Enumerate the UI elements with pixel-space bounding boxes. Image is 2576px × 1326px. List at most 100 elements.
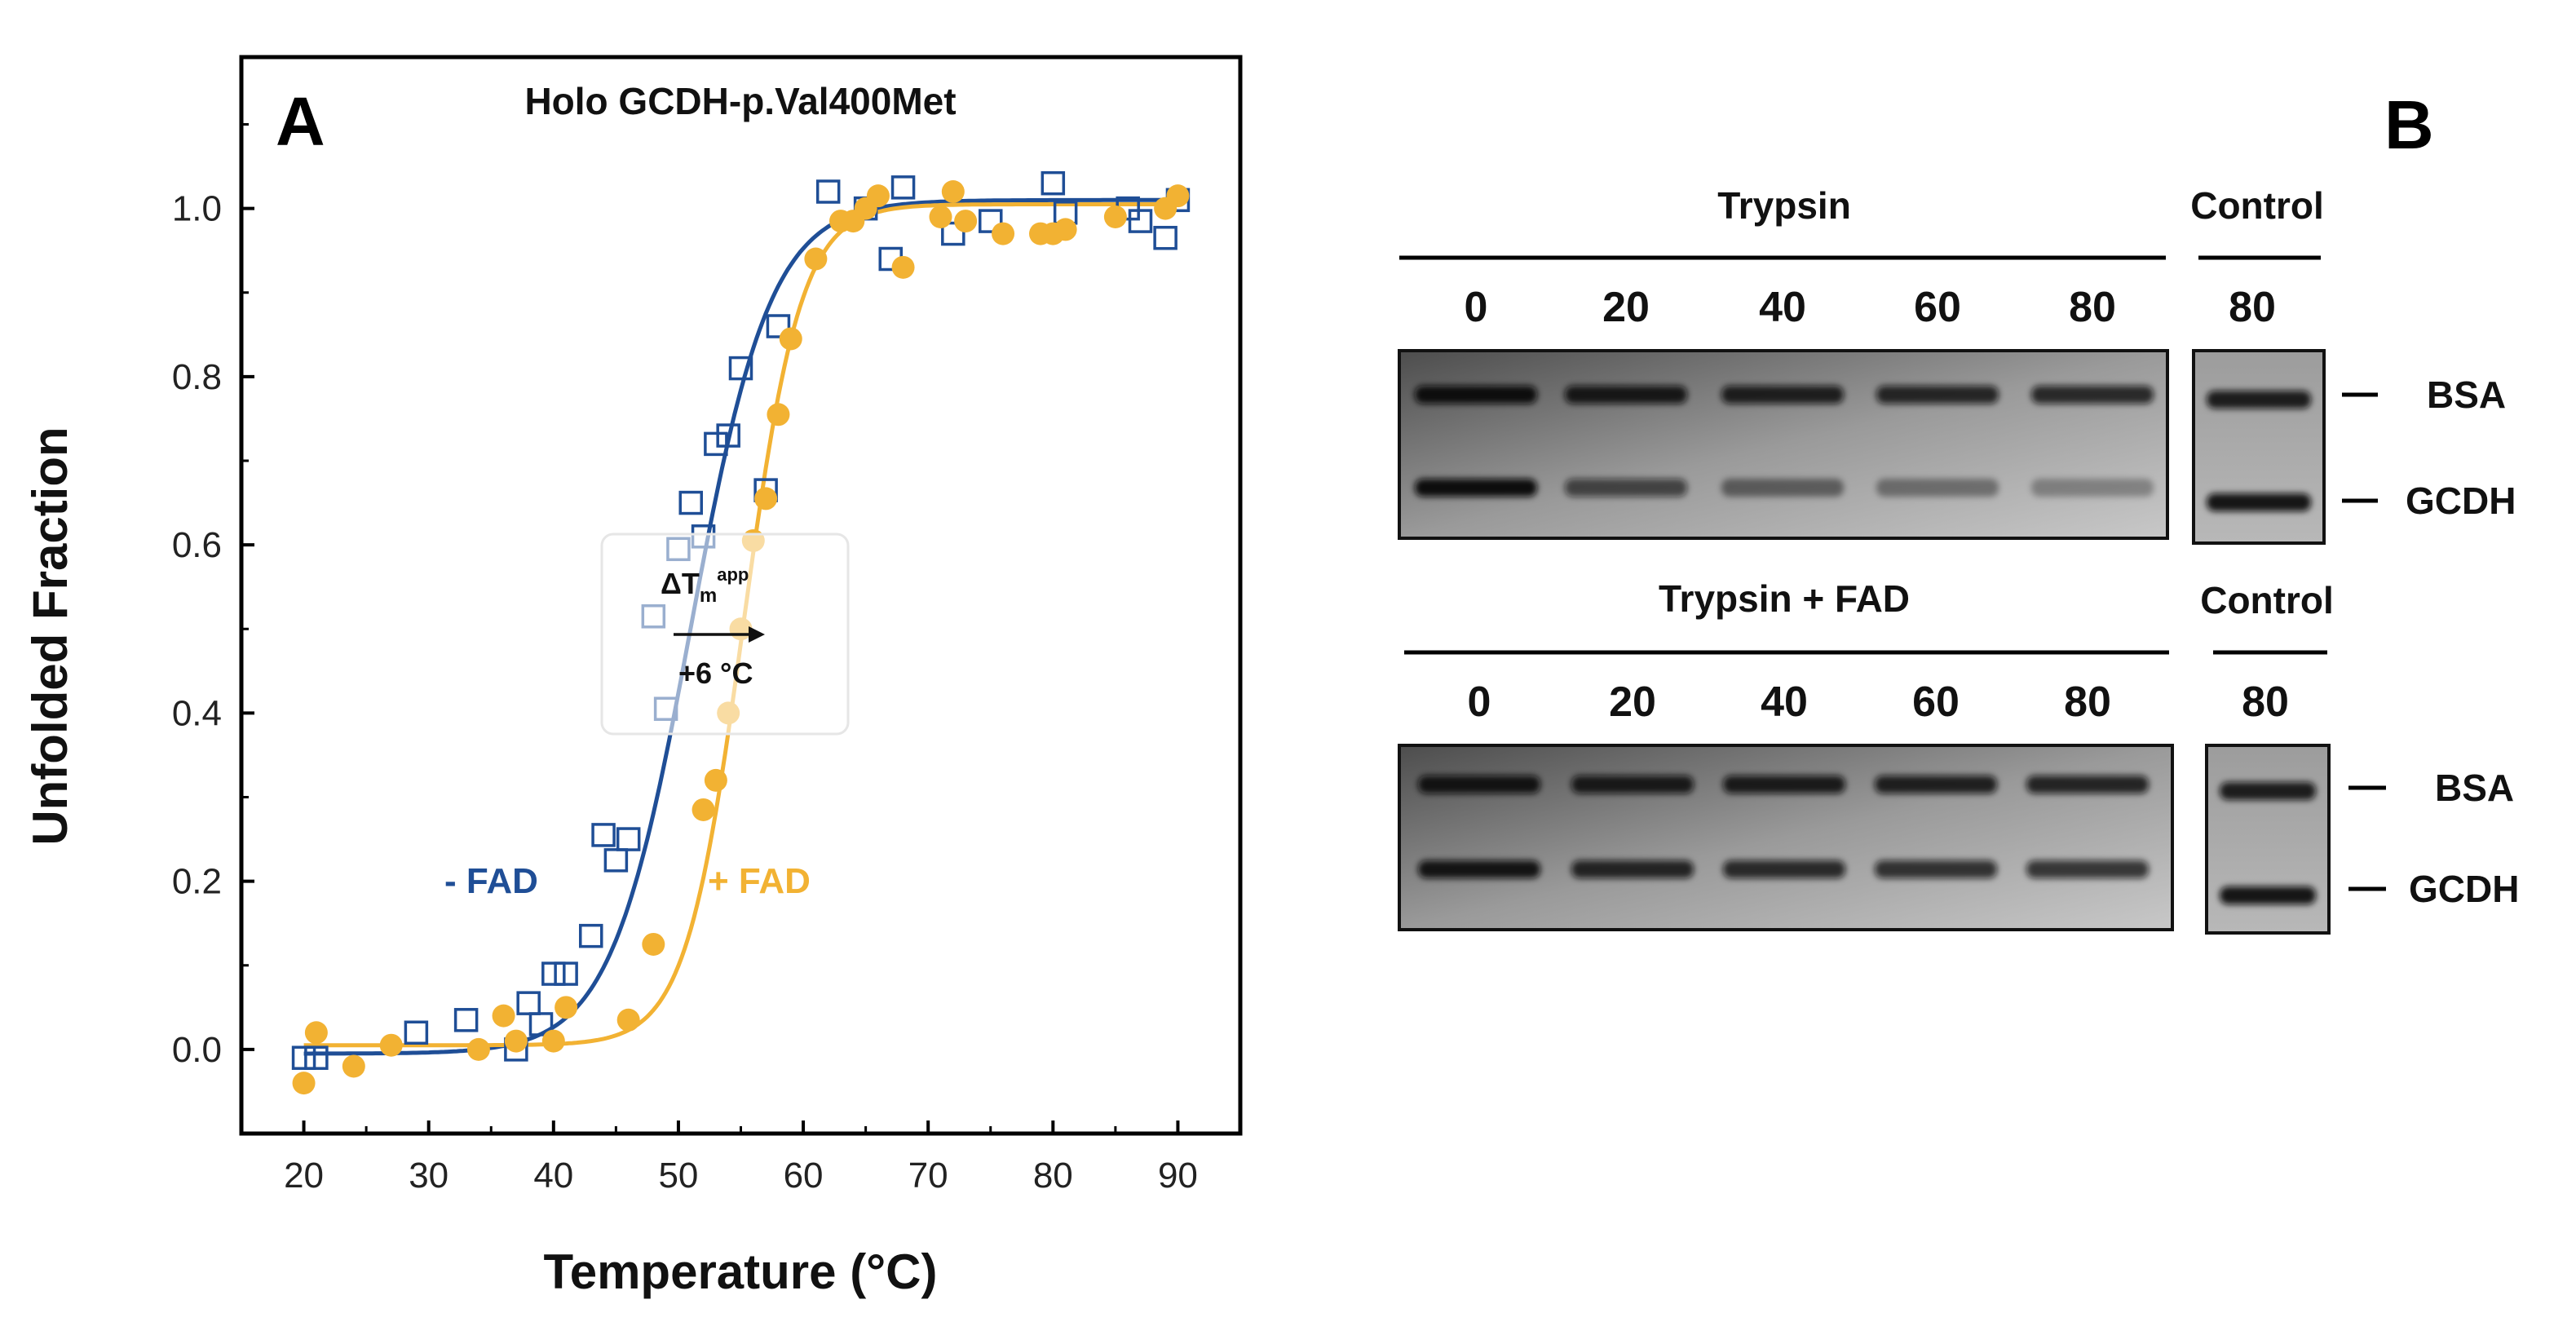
lane-label: 40: [1761, 678, 1808, 726]
point-minus-fad: [453, 1008, 479, 1032]
marker-label-gcdh: GCDH: [2409, 868, 2519, 910]
point-plus-fad: [1054, 218, 1077, 241]
lane-label: 0: [1468, 678, 1491, 726]
point-plus-fad: [891, 255, 915, 279]
band-bsa: [1565, 386, 1687, 404]
point-plus-fad: [767, 403, 790, 427]
x-tick-label: 60: [784, 1156, 824, 1196]
band-gcdh: [1875, 860, 1997, 878]
point-minus-fad: [516, 991, 541, 1015]
point-minus-fad: [541, 961, 566, 986]
label-minus-fad: - FAD: [444, 861, 538, 901]
band-bsa: [1415, 386, 1537, 404]
point-plus-fad: [691, 798, 715, 821]
band-gcdh: [1876, 479, 1999, 497]
band-gcdh: [1721, 479, 1844, 497]
point-plus-fad: [379, 1033, 403, 1057]
point-plus-fad: [504, 1029, 528, 1053]
label-plus-fad: + FAD: [708, 861, 811, 901]
point-plus-fad: [1166, 184, 1190, 208]
fit-curve-minus-fad: [303, 197, 1178, 1056]
lane-label: 0: [1465, 284, 1488, 331]
lane-label: 60: [1912, 678, 1960, 726]
control-lane-label: 80: [2242, 678, 2289, 726]
delta-tm-label: ΔTmapp: [661, 564, 749, 607]
chart-title: Holo GCDH-p.Val400Met: [524, 80, 956, 122]
point-plus-fad: [555, 996, 578, 1019]
control-band-gcdh: [2220, 886, 2316, 904]
point-plus-fad: [304, 1021, 328, 1045]
x-tick-label: 30: [409, 1156, 448, 1196]
gel-bands: [1418, 776, 2316, 904]
point-plus-fad: [804, 247, 828, 271]
control-band-bsa: [2220, 782, 2316, 800]
control-gel-image: [2192, 349, 2326, 545]
band-bsa: [1876, 386, 1999, 404]
x-axis-label: Temperature (°C): [544, 1244, 938, 1299]
band-gcdh: [2026, 860, 2149, 878]
point-plus-fad: [541, 1029, 565, 1053]
point-plus-fad: [292, 1072, 316, 1095]
point-plus-fad: [642, 932, 665, 956]
unfolding-chart: 20 30 40 50 60 70 80 90 0.0 0.2 0.4 0.6 0.8 1.0 ΔTmap…: [23, 55, 1243, 1299]
point-minus-fad: [404, 1020, 429, 1045]
lane-label: 40: [1759, 284, 1806, 331]
point-minus-fad: [941, 221, 965, 246]
band-bsa: [1723, 776, 1845, 793]
control-band-gcdh: [2207, 493, 2311, 511]
point-minus-fad: [815, 179, 841, 204]
band-gcdh: [2031, 479, 2154, 497]
band-gcdh: [1418, 860, 1540, 878]
point-minus-fad: [304, 1045, 329, 1070]
point-plus-fad: [954, 210, 978, 233]
point-minus-fad: [716, 423, 740, 448]
x-tick-label: 80: [1033, 1156, 1073, 1196]
band-gcdh: [1415, 479, 1537, 497]
point-minus-fad: [890, 175, 916, 200]
point-minus-fad: [616, 827, 641, 851]
gel-trypsin-fad: Trypsin + FAD Control 0 20 40 60 80 80 B…: [1398, 577, 2519, 935]
control-header: Control: [2190, 184, 2324, 227]
point-minus-fad: [554, 961, 578, 986]
band-bsa: [1875, 776, 1997, 793]
point-minus-fad: [766, 314, 791, 338]
point-plus-fad: [754, 487, 778, 511]
y-tick-label: 0.6: [172, 525, 222, 565]
control-header: Control: [2200, 579, 2334, 621]
point-minus-fad: [1153, 225, 1178, 250]
lane-label: 20: [1609, 678, 1656, 726]
point-minus-fad: [704, 431, 728, 457]
gel-header: Trypsin: [1717, 184, 1851, 227]
point-plus-fad: [866, 184, 890, 208]
point-plus-fad: [342, 1054, 365, 1078]
point-minus-fad: [603, 848, 629, 873]
lane-label: 80: [2064, 678, 2111, 726]
band-bsa: [1418, 776, 1540, 793]
control-lane-label: 80: [2229, 284, 2276, 331]
x-tick-label: 70: [908, 1156, 948, 1196]
x-tick-label: 90: [1158, 1156, 1198, 1196]
panel-letter-a: A: [276, 83, 325, 160]
point-plus-fad: [466, 1037, 490, 1061]
gel-image: [1398, 744, 2174, 931]
axis-ticks: 20 30 40 50 60 70 80 90 0.0 0.2 0.4 0.6 0.8 1.0: [172, 123, 1198, 1196]
y-tick-label: 0.4: [172, 693, 222, 733]
lane-label: 80: [2069, 284, 2116, 331]
point-plus-fad: [992, 222, 1015, 245]
point-plus-fad: [704, 768, 727, 792]
point-minus-fad: [728, 356, 753, 381]
point-minus-fad: [1041, 170, 1066, 196]
panel-letter-b: B: [2384, 86, 2434, 163]
control-gel-image: [2205, 744, 2331, 935]
x-tick-label: 20: [284, 1156, 324, 1196]
band-gcdh: [1723, 860, 1845, 878]
lane-label: 20: [1602, 284, 1650, 331]
point-minus-fad: [678, 490, 703, 515]
band-bsa: [1721, 386, 1844, 404]
point-minus-fad: [979, 209, 1003, 233]
x-tick-label: 40: [533, 1156, 573, 1196]
gel-bands: [1415, 386, 2311, 511]
gel-panel: B Trypsin Control 0 20 40 60 80 80 BSA G…: [1398, 86, 2519, 935]
band-gcdh: [1565, 479, 1687, 497]
